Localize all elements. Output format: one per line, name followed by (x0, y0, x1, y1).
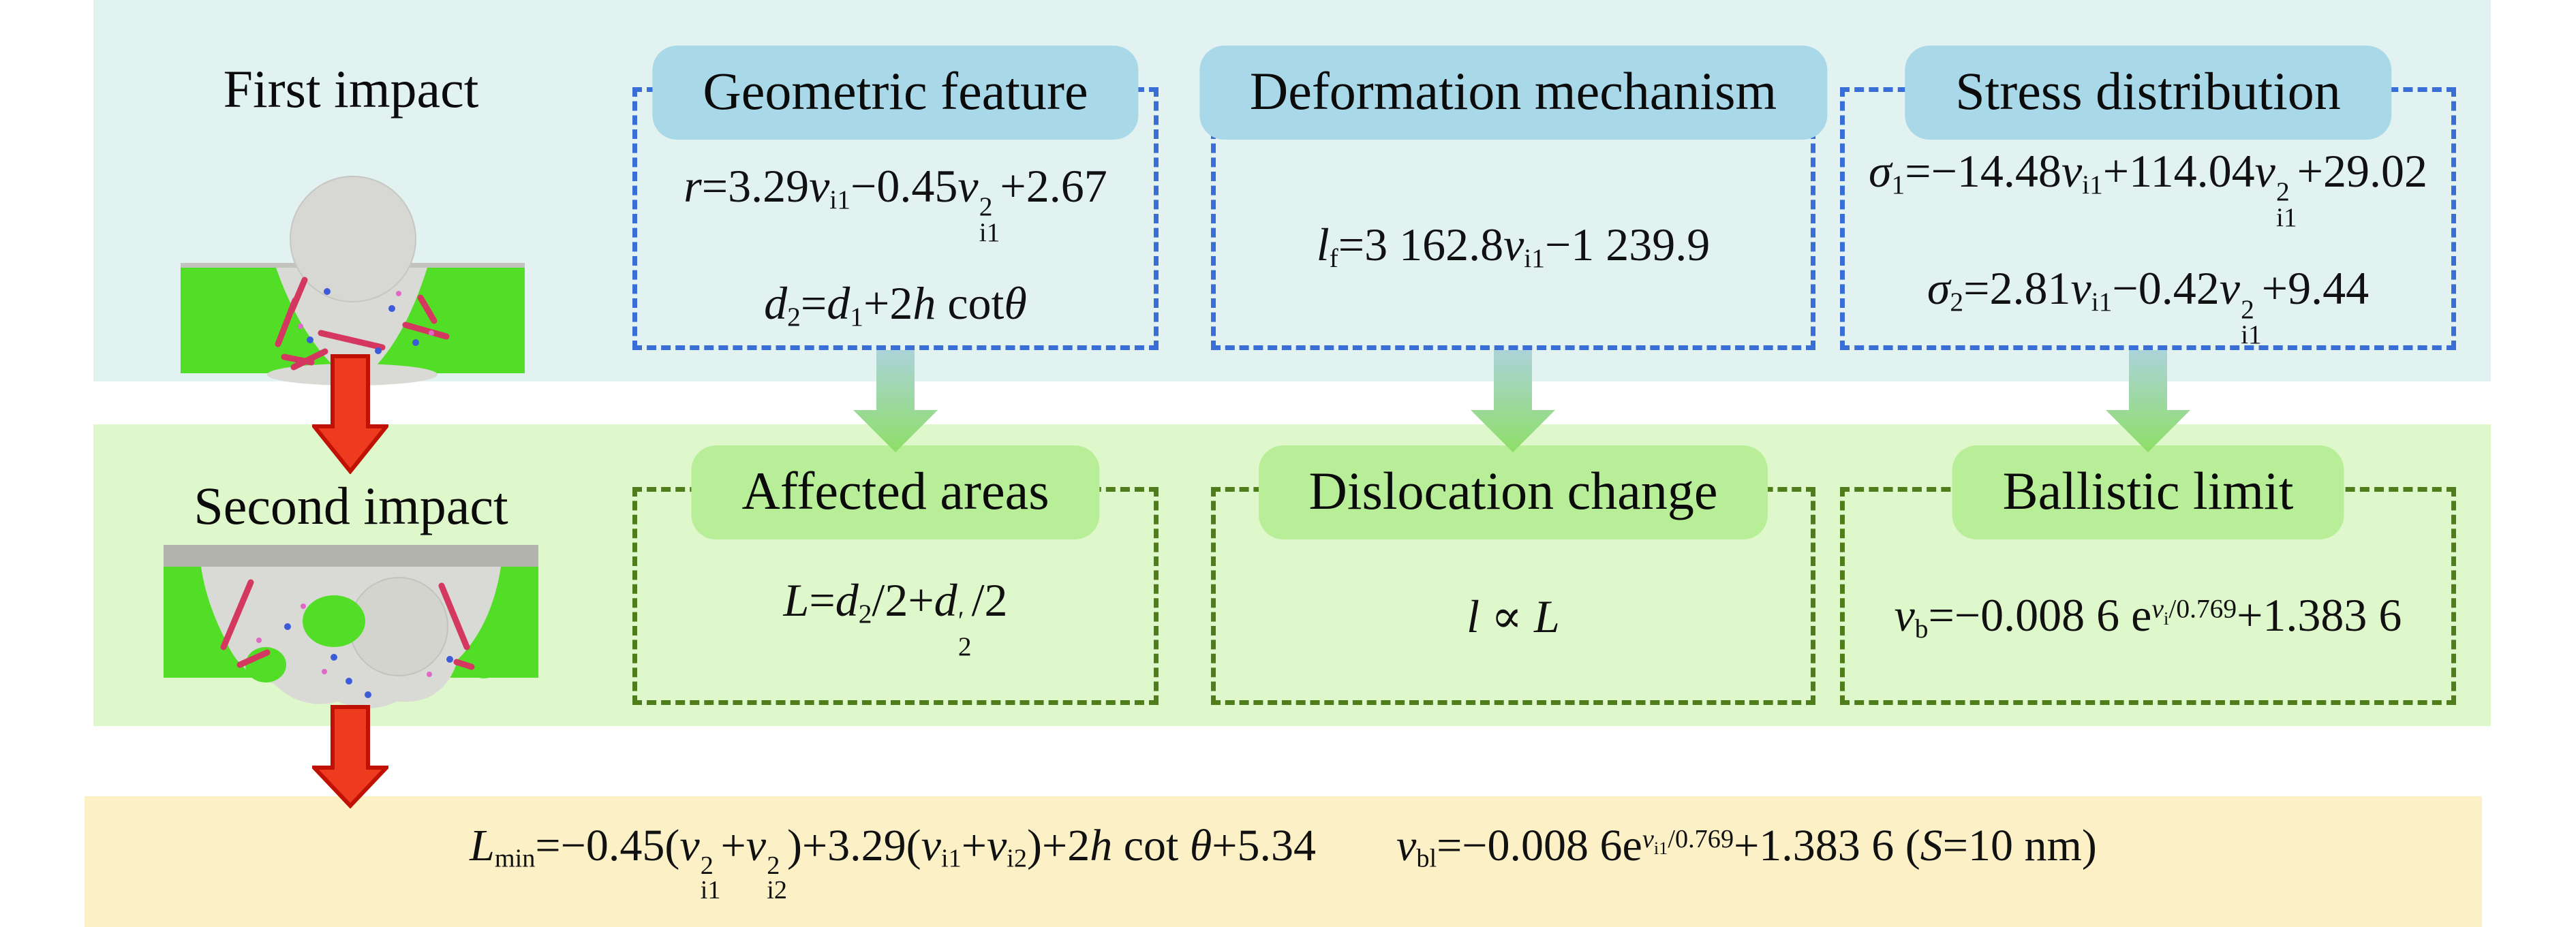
stress-distribution-box: Stress distribution σ1=−14.48vi1+114.04v… (1840, 46, 2456, 350)
diameter-formula: d2=d1+2h cotθ (764, 277, 1027, 332)
flow-arrow-first-to-second-icon (312, 354, 388, 474)
ballistic-limit-title: Ballistic limit (1952, 445, 2344, 539)
dislocation-change-title: Dislocation change (1258, 445, 1768, 539)
summary-band: Lmin=−0.45(v 2 i1 +v 2 i2)+3.29(vi1+vi2)+2h c… (85, 796, 2482, 927)
flow-arrow-second-to-summary-icon (312, 705, 388, 808)
affected-areas-box: Affected areas L=d2/2+d ′ 2/2 (632, 445, 1159, 705)
summary-formula-line: Lmin=−0.45(v 2 i1 +v 2 i2)+3.29(vi1+vi2)+2h c… (470, 820, 2097, 905)
affected-areas-content: L=d2/2+d ′ 2/2 (637, 492, 1154, 700)
radius-formula: r=3.29vi1−0.45v 2 i1 +2.67 (684, 159, 1107, 247)
geometric-feature-box: Geometric feature r=3.29vi1−0.45v 2 i1 +2.6… (632, 46, 1159, 350)
first-impact-label: First impact (223, 59, 479, 119)
ballistic-limit-formula: vb=−0.008 6 evi/0.769+1.383 6 (1894, 588, 2402, 644)
sigma1-formula: σ1=−14.48vi1+114.04v 2 i1 +29.02 (1868, 144, 2428, 232)
dislocation-length-formula: lf=3 162.8vi1−1 239.9 (1316, 218, 1711, 273)
deformation-mechanism-title: Deformation mechanism (1199, 46, 1828, 140)
dislocation-change-formula: l ∝ L (1467, 590, 1560, 642)
second-impact-simulation-image (164, 545, 538, 708)
ballistic-limit-box: Ballistic limit vb=−0.008 6 evi/0.769+1.… (1840, 445, 2456, 705)
geometric-feature-content: r=3.29vi1−0.45v 2 i1 +2.67 d2=d1+2h cotθ (637, 92, 1154, 345)
affected-areas-formula: L=d2/2+d ′ 2/2 (783, 574, 1008, 661)
sigma2-formula: σ2=2.81vi1−0.42v 2 i1 +9.44 (1927, 262, 2370, 349)
geometric-feature-title: Geometric feature (652, 46, 1139, 140)
ballistic-limit-content: vb=−0.008 6 evi/0.769+1.383 6 (1845, 492, 2451, 700)
stress-distribution-title: Stress distribution (1905, 46, 2391, 140)
dislocation-change-content: l ∝ L (1216, 492, 1811, 700)
deformation-mechanism-content: lf=3 162.8vi1−1 239.9 (1216, 92, 1811, 345)
mapping-arrow-geometric-to-affected-icon (853, 350, 938, 452)
minimum-spacing-formula: Lmin=−0.45(v 2 i1 +v 2 i2)+3.29(vi1+vi2)+2h c… (470, 821, 1317, 905)
dislocation-change-box: Dislocation change l ∝ L (1211, 445, 1815, 705)
mapping-arrow-deformation-to-dislocation-icon (1471, 350, 1555, 452)
affected-areas-title: Affected areas (691, 445, 1100, 539)
deformation-mechanism-box: Deformation mechanism lf=3 162.8vi1−1 23… (1199, 46, 1828, 350)
stress-distribution-content: σ1=−14.48vi1+114.04v 2 i1 +29.02 σ2=2.81vi1… (1845, 92, 2451, 349)
ballistic-limit-summary-formula: vbl=−0.008 6evi1/0.769+1.383 6 (S=10 nm) (1396, 821, 2097, 873)
mapping-arrow-stress-to-ballistic-icon (2106, 350, 2190, 452)
second-impact-label: Second impact (194, 476, 508, 535)
